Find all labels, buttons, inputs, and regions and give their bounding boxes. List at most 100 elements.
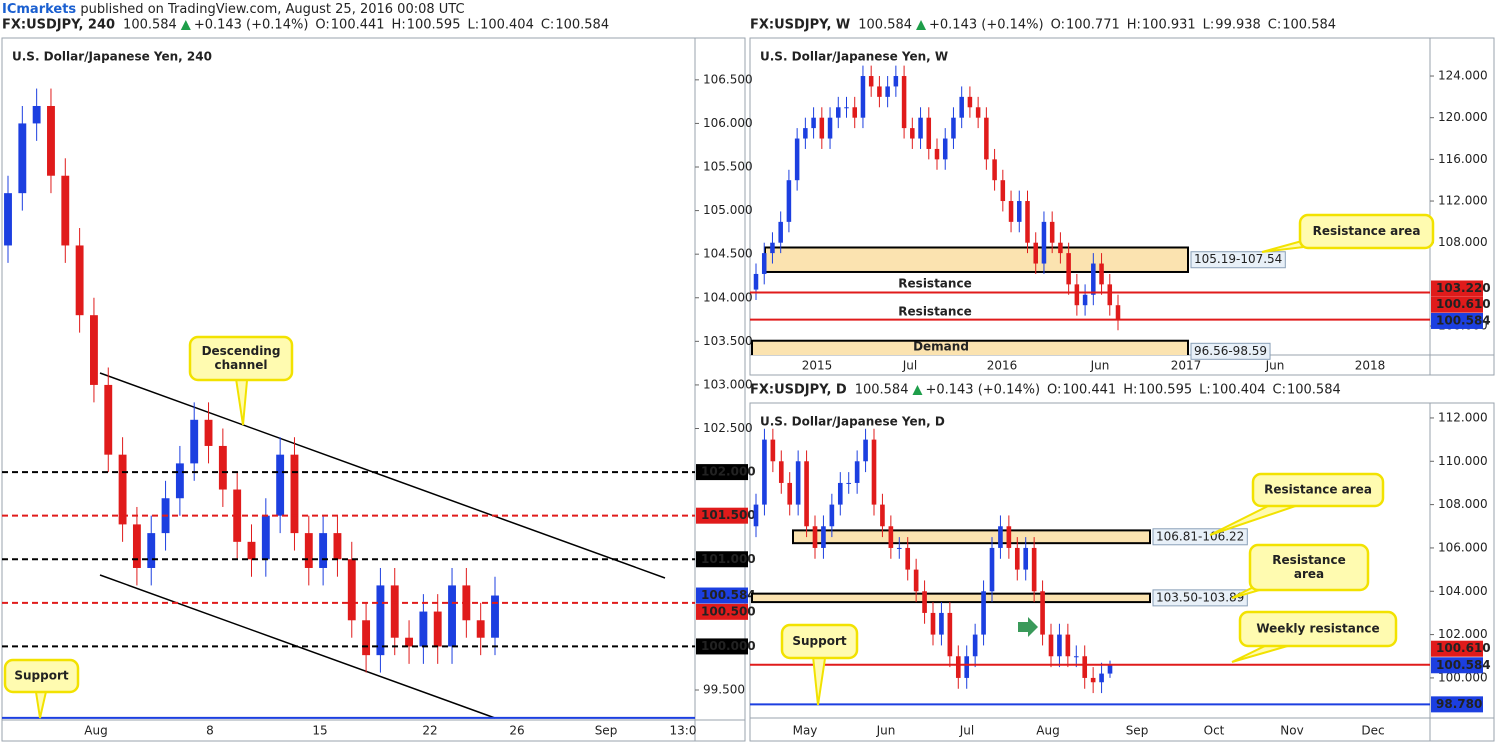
ohlc-value: 100.404 <box>480 18 534 33</box>
candle-body <box>1057 634 1062 657</box>
change: +0.143 (+0.14%) <box>925 383 1040 398</box>
candle-body <box>975 107 981 118</box>
level-label-box <box>1431 657 1483 674</box>
candle-body <box>787 482 793 505</box>
candle-body <box>837 482 843 505</box>
candle-body <box>1090 677 1096 683</box>
note: Resistance <box>898 277 971 291</box>
candle-body <box>1065 634 1071 657</box>
candle-body <box>261 515 270 560</box>
callout-fill <box>1242 614 1394 644</box>
ohlc-value: 100.595 <box>407 18 461 33</box>
candle-body <box>1066 253 1071 285</box>
level-label: 100.584 <box>701 588 756 602</box>
level-label-box <box>1431 640 1483 657</box>
candle-body <box>1058 242 1063 254</box>
callout-text: channel <box>214 358 267 372</box>
candle-body <box>4 193 12 246</box>
x-tick-label: 26 <box>509 724 524 738</box>
level-label: 101.500 <box>701 508 756 522</box>
ohlc-key: C: <box>541 18 554 33</box>
symbol: FX:USDJPY, W <box>750 18 850 33</box>
candle-body <box>803 128 808 139</box>
plot <box>750 65 1430 355</box>
candle-body <box>880 504 885 527</box>
level-label: 100.610 <box>1436 641 1491 655</box>
candle-body <box>1017 201 1022 222</box>
candle-body <box>804 461 809 527</box>
x-tick-label: 2018 <box>1355 359 1386 373</box>
y-tick-label: 106.500 <box>703 72 753 86</box>
candle-body <box>934 148 940 160</box>
candle-body <box>868 76 874 87</box>
y-tick-label: 104.000 <box>703 290 753 304</box>
candle-body <box>319 533 328 568</box>
ohlc-key: H: <box>392 18 406 33</box>
arrow-icon <box>1018 617 1038 637</box>
candle-body <box>90 315 98 385</box>
note: Demand <box>913 340 969 354</box>
chart-title: U.S. Dollar/Japanese Yen, 240 <box>12 50 212 64</box>
plot <box>750 428 1430 706</box>
candle-body <box>433 611 442 647</box>
y-tick-label: 103.500 <box>703 334 753 348</box>
candle-body <box>860 76 866 118</box>
zone <box>764 246 1189 273</box>
x-tick-label: 8 <box>206 724 214 738</box>
x-tick-label: Sep <box>1126 724 1149 738</box>
candle-body <box>753 273 759 290</box>
level-label-box <box>1431 280 1483 297</box>
published: published on TradingView.com, August 25,… <box>80 2 464 17</box>
x-tick-label: Jul <box>902 359 917 373</box>
y-tick-label: 108.000 <box>1438 235 1488 249</box>
level-label-box <box>1431 296 1483 313</box>
candle-body <box>959 96 964 118</box>
candle-body <box>476 620 485 638</box>
candle-body <box>761 253 767 274</box>
candle-body <box>1082 656 1088 678</box>
candle-body <box>1115 305 1121 320</box>
ohlc-key: O: <box>1051 18 1065 33</box>
candle-body <box>1082 294 1088 306</box>
zone <box>792 529 1151 545</box>
candle-body <box>491 595 499 638</box>
ohlc-key: C: <box>1273 383 1286 398</box>
level-label: 100.500 <box>701 604 756 618</box>
callout-text: area <box>1294 567 1324 581</box>
zone-label: 96.56-98.59 <box>1194 344 1267 358</box>
ohlc-key: O: <box>1047 383 1061 398</box>
callout-text: Support <box>792 634 847 648</box>
x-tick-label: Aug <box>84 724 107 738</box>
up-triangle <box>180 20 191 30</box>
charts: FX:USDJPY, 240 100.584 +0.143 (+0.14%) O: 10… <box>2 18 1491 738</box>
candle-body <box>905 547 911 570</box>
candle-body <box>390 585 399 638</box>
y-tick-label: 108.000 <box>1438 497 1488 511</box>
ohlc-key: L: <box>1203 18 1215 33</box>
candle-body <box>204 419 213 446</box>
candle-body <box>795 461 801 505</box>
level-label-box <box>696 464 748 481</box>
x-tick-label: 15 <box>312 724 327 738</box>
candle-body <box>118 454 127 525</box>
candle-body <box>819 117 825 139</box>
candle-body <box>1025 201 1030 243</box>
candle-body <box>972 634 978 657</box>
zone-label: 105.19-107.54 <box>1194 252 1282 266</box>
candle-body <box>104 384 113 455</box>
y-tick-label: 112.000 <box>1438 410 1488 424</box>
callout-fill <box>1252 547 1366 588</box>
y-tick-label: 106.000 <box>1438 540 1488 554</box>
last-price: 100.584 <box>123 18 177 33</box>
candle-body <box>947 612 953 657</box>
candle-body <box>964 656 970 678</box>
chart-title: U.S. Dollar/Japanese Yen, D <box>760 415 945 429</box>
candle-body <box>276 454 285 516</box>
candle-body <box>1073 656 1079 658</box>
callout-fill <box>7 662 76 690</box>
candle-body <box>926 117 932 149</box>
level-label: 100.000 <box>701 639 756 653</box>
y-tick-label: 100.000 <box>1438 670 1488 684</box>
x-tick-label: 22 <box>422 724 437 738</box>
